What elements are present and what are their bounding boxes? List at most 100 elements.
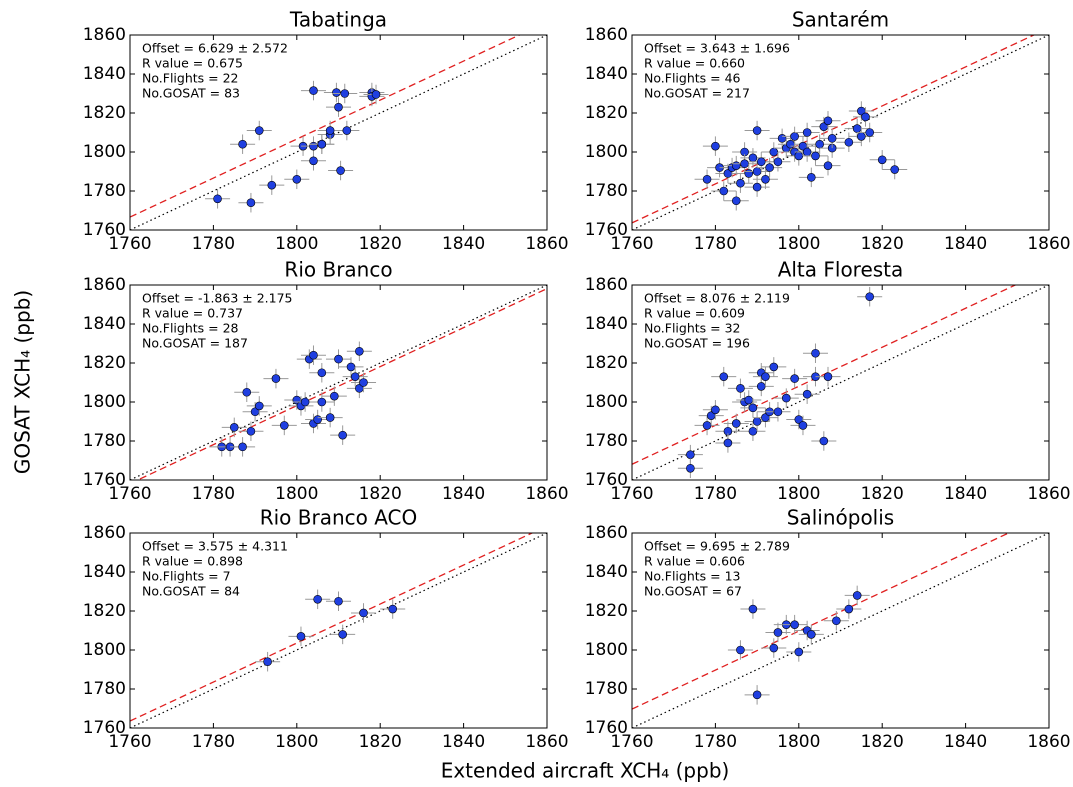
annotation: No.GOSAT = 196 — [644, 336, 750, 351]
panel-title: Rio Branco — [284, 258, 392, 282]
plot-frame — [129, 532, 548, 729]
point — [350, 372, 360, 381]
point — [777, 134, 787, 143]
annotation: R value = 0.660 — [644, 56, 745, 71]
y-tick-label: 1840 — [83, 64, 126, 84]
y-tick-label: 1760 — [83, 220, 126, 240]
point — [246, 198, 256, 207]
one-to-one-line — [632, 285, 1049, 480]
panel-title: Rio Branco ACO — [260, 506, 418, 530]
point — [744, 395, 754, 405]
point — [292, 175, 302, 184]
y-tick-label: 1780 — [585, 431, 628, 451]
x-axis-label: Extended aircraft XCH₄ (ppb) — [441, 759, 730, 783]
annotation: No.Flights = 28 — [142, 321, 239, 336]
y-tick-label: 1820 — [585, 353, 628, 373]
x-tick-label: 1800 — [275, 234, 318, 254]
point — [238, 442, 247, 452]
y-tick-label: 1840 — [83, 562, 126, 582]
point — [773, 157, 783, 167]
y-tick-label: 1760 — [83, 718, 126, 738]
y-tick-label: 1820 — [83, 353, 126, 373]
y-tick-label: 1840 — [83, 314, 126, 334]
point — [769, 643, 779, 653]
x-tick-label: 1840 — [442, 484, 485, 504]
panel-title: Salinópolis — [787, 506, 894, 530]
point — [811, 348, 820, 358]
x-tick-label: 1840 — [442, 234, 485, 254]
point — [213, 194, 222, 204]
one-to-one-line — [130, 533, 547, 728]
point — [752, 690, 762, 700]
point — [832, 616, 841, 626]
annotation: Offset = 8.076 ± 2.119 — [644, 291, 790, 306]
annotation: No.GOSAT = 83 — [142, 86, 240, 101]
point — [359, 608, 368, 618]
x-tick-label: 1780 — [694, 234, 737, 254]
point — [736, 384, 745, 393]
point — [823, 372, 833, 381]
annotation: No.GOSAT = 187 — [142, 336, 248, 351]
point — [336, 166, 345, 175]
x-tick-label: 1760 — [610, 234, 653, 254]
point — [340, 89, 350, 98]
annotation: No.Flights = 7 — [142, 569, 231, 584]
point — [309, 86, 318, 95]
y-tick-label: 1840 — [585, 64, 628, 84]
point — [752, 182, 762, 192]
point — [263, 657, 272, 667]
y-tick-label: 1780 — [83, 679, 126, 699]
x-tick-label: 1800 — [777, 234, 820, 254]
point — [242, 387, 252, 397]
point — [823, 116, 833, 126]
y-tick-label: 1840 — [585, 314, 628, 334]
point — [756, 157, 766, 167]
annotation: No.Flights = 46 — [644, 71, 741, 86]
point — [296, 632, 306, 641]
point — [686, 463, 695, 473]
point — [794, 647, 804, 657]
annotation: No.GOSAT = 67 — [644, 584, 742, 599]
point — [254, 126, 264, 135]
point — [309, 350, 318, 360]
annotation: No.GOSAT = 217 — [644, 86, 750, 101]
plot-area — [130, 35, 547, 230]
point — [790, 132, 799, 141]
x-tick-label: 1820 — [359, 732, 402, 752]
point — [355, 346, 364, 356]
point — [827, 134, 837, 143]
point — [877, 155, 887, 165]
point — [719, 372, 729, 381]
y-tick-label: 1800 — [83, 392, 126, 412]
point — [246, 426, 256, 436]
annotation: R value = 0.675 — [142, 56, 243, 71]
panel-title: Alta Floresta — [778, 258, 904, 282]
point — [309, 156, 318, 166]
point — [388, 604, 398, 614]
y-tick-label: 1800 — [83, 640, 126, 660]
one-to-one-line — [632, 533, 1049, 728]
point — [317, 397, 327, 407]
point — [794, 151, 804, 161]
annotation: R value = 0.737 — [142, 306, 243, 321]
point — [861, 112, 870, 122]
point — [731, 161, 741, 170]
y-tick-label: 1800 — [83, 142, 126, 162]
point — [752, 167, 762, 176]
y-tick-label: 1820 — [83, 103, 126, 123]
point — [761, 372, 770, 381]
plot-area — [632, 533, 1049, 728]
point — [807, 630, 816, 639]
y-tick-label: 1780 — [585, 181, 628, 201]
point — [802, 128, 812, 137]
plot-frame — [129, 34, 548, 231]
annotation: R value = 0.606 — [644, 554, 745, 569]
annotation: Offset = 9.695 ± 2.789 — [644, 539, 790, 554]
x-tick-label: 1860 — [1027, 234, 1070, 254]
point — [802, 389, 812, 399]
annotation: R value = 0.609 — [644, 306, 745, 321]
x-tick-label: 1860 — [1027, 732, 1070, 752]
x-tick-label: 1800 — [275, 484, 318, 504]
point — [334, 354, 343, 364]
x-tick-label: 1860 — [525, 484, 568, 504]
